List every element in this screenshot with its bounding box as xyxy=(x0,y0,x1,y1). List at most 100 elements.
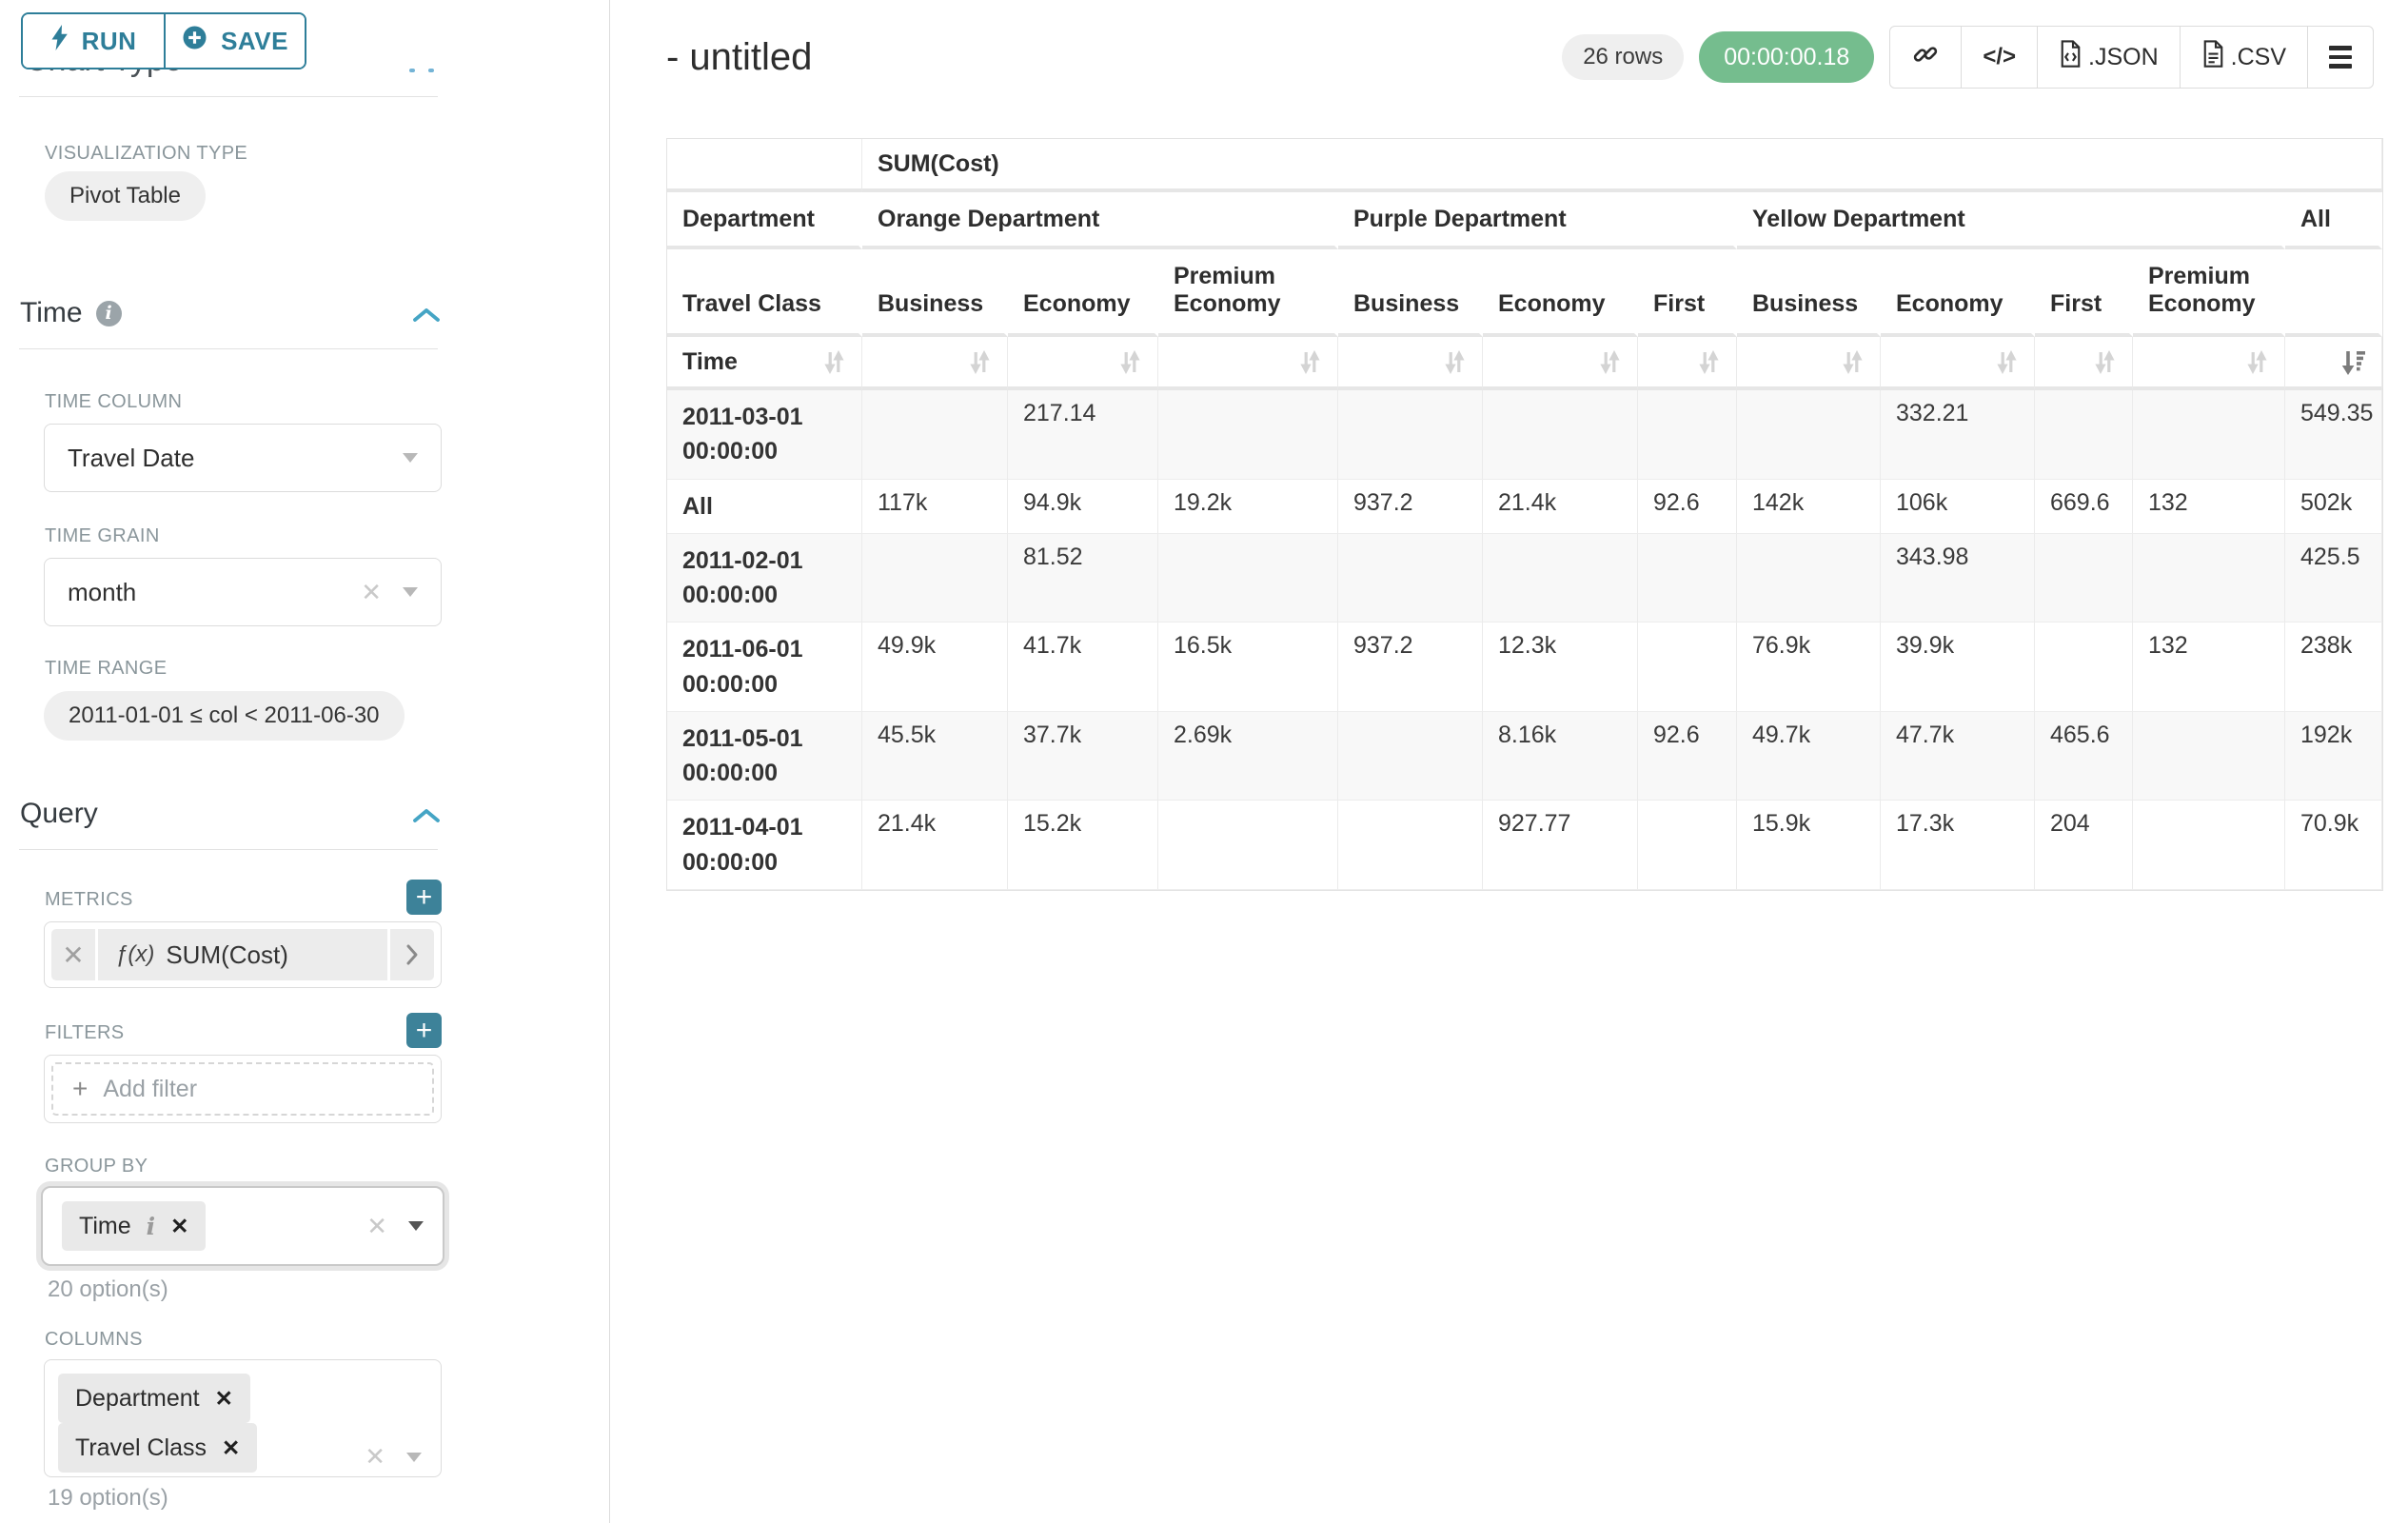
group-by-select[interactable]: Time i ✕ ✕ xyxy=(41,1186,444,1266)
value-cell xyxy=(2035,390,2133,480)
sort-icon[interactable] xyxy=(2245,348,2269,376)
value-cell xyxy=(1737,533,1881,623)
add-metric-button[interactable]: + xyxy=(406,880,442,915)
chevron-up-icon[interactable] xyxy=(411,307,442,324)
view-query-button[interactable]: </> xyxy=(1962,27,2039,88)
export-json-button[interactable]: .JSON xyxy=(2038,27,2181,88)
sort-header-cell xyxy=(2133,337,2285,390)
metric-expand-icon[interactable] xyxy=(390,929,434,980)
time-grain-select[interactable]: month ✕ xyxy=(44,558,442,626)
sort-desc-icon[interactable] xyxy=(2340,348,2366,376)
department-group-header: Purple Department xyxy=(1338,192,1737,249)
sort-header-cell xyxy=(2285,337,2383,390)
sort-icon[interactable] xyxy=(968,348,992,376)
chart-toolbar: </> .JSON .CSV xyxy=(1889,26,2374,89)
value-cell xyxy=(1638,533,1737,623)
clear-icon[interactable]: ✕ xyxy=(365,1442,385,1471)
travel-class-header: Business xyxy=(862,249,1008,337)
remove-chip-icon[interactable]: ✕ xyxy=(222,1434,241,1460)
columns-options-hint: 19 option(s) xyxy=(48,1485,168,1511)
json-file-icon xyxy=(2059,39,2082,75)
value-cell: 39.9k xyxy=(1881,623,2035,712)
value-cell: 937.2 xyxy=(1338,623,1483,712)
sort-icon[interactable] xyxy=(2093,348,2117,376)
divider xyxy=(19,348,438,349)
bolt-icon xyxy=(50,25,69,57)
value-cell xyxy=(2133,533,2285,623)
run-button[interactable]: RUN xyxy=(23,14,164,68)
sort-icon[interactable] xyxy=(1995,348,2019,376)
travel-class-header: First xyxy=(1638,249,1737,337)
table-row: 2011-05-01 00:00:00 45.5k 37.7k 2.69k 8.16k 92… xyxy=(667,711,2383,801)
chevron-up-icon[interactable] xyxy=(411,807,442,824)
row-key-cell: 2011-03-01 00:00:00 xyxy=(667,390,862,480)
time-column-label: TIME COLUMN xyxy=(45,391,183,412)
remove-chip-icon[interactable]: ✕ xyxy=(214,1385,233,1411)
query-section-header[interactable]: Query xyxy=(20,798,98,829)
sort-icon[interactable] xyxy=(1841,348,1865,376)
code-icon: </> xyxy=(1983,44,2017,69)
share-link-button[interactable] xyxy=(1890,27,1963,88)
sort-header-cell xyxy=(1158,337,1338,390)
sort-header-cell xyxy=(1737,337,1881,390)
time-range-pill[interactable]: 2011-01-01 ≤ col < 2011-06-30 xyxy=(44,691,405,741)
value-cell: 217.14 xyxy=(1008,390,1158,480)
column-dimension-header: Department xyxy=(667,192,862,249)
sort-icon[interactable] xyxy=(822,348,846,376)
add-filter-plus-button[interactable]: + xyxy=(406,1013,442,1048)
value-cell: 549.35 xyxy=(2285,390,2383,480)
export-csv-button[interactable]: .CSV xyxy=(2181,27,2308,88)
sort-icon[interactable] xyxy=(1443,348,1467,376)
metric-pill[interactable]: ƒ(x) SUM(Cost) xyxy=(98,929,387,980)
value-cell: 937.2 xyxy=(1338,479,1483,534)
columns-chip[interactable]: Department ✕ xyxy=(58,1374,250,1423)
menu-icon xyxy=(2329,46,2352,69)
remove-metric-icon[interactable]: ✕ xyxy=(51,929,95,980)
menu-button[interactable] xyxy=(2308,27,2373,88)
travel-class-header: First xyxy=(2035,249,2133,337)
sort-icon[interactable] xyxy=(1298,348,1322,376)
sort-header-cell xyxy=(1338,337,1483,390)
value-cell xyxy=(1737,390,1881,480)
value-cell: 204 xyxy=(2035,801,2133,890)
clear-icon[interactable]: ✕ xyxy=(366,1211,387,1240)
sort-icon[interactable] xyxy=(1697,348,1721,376)
value-cell xyxy=(2035,533,2133,623)
value-cell xyxy=(862,533,1008,623)
remove-chip-icon[interactable]: ✕ xyxy=(170,1213,189,1238)
column-subdimension-header: Travel Class xyxy=(667,249,862,337)
clear-icon[interactable]: ✕ xyxy=(361,577,382,606)
value-cell: 132 xyxy=(2133,623,2285,712)
value-cell: 12.3k xyxy=(1483,623,1638,712)
chevron-down-icon xyxy=(403,587,418,597)
time-section-header[interactable]: Time i xyxy=(20,297,122,329)
chart-title[interactable]: - untitled xyxy=(666,35,813,78)
plus-circle-icon xyxy=(182,25,207,57)
sort-icon[interactable] xyxy=(1118,348,1142,376)
save-button[interactable]: SAVE xyxy=(164,14,305,68)
value-cell: 332.21 xyxy=(1881,390,2035,480)
visualization-type-pill[interactable]: Pivot Table xyxy=(45,171,206,221)
value-cell: 117k xyxy=(862,479,1008,534)
query-timer-badge: 00:00:00.18 xyxy=(1699,31,1875,83)
value-cell xyxy=(1638,390,1737,480)
chevron-down-icon xyxy=(408,1221,424,1231)
add-filter-button[interactable]: + Add filter xyxy=(51,1062,434,1116)
columns-select[interactable]: Department ✕ Travel Class ✕ ✕ xyxy=(44,1359,442,1477)
value-cell: 47.7k xyxy=(1881,711,2035,801)
sort-icon[interactable] xyxy=(1598,348,1622,376)
value-cell: 16.5k xyxy=(1158,623,1338,712)
time-grain-label: TIME GRAIN xyxy=(45,525,160,546)
panel-divider[interactable] xyxy=(609,0,610,1523)
link-icon xyxy=(1911,40,1940,75)
columns-chip[interactable]: Travel Class ✕ xyxy=(58,1423,258,1473)
divider xyxy=(19,96,438,97)
value-cell xyxy=(1158,533,1338,623)
row-key-cell: 2011-05-01 00:00:00 xyxy=(667,711,862,801)
group-by-chip[interactable]: Time i ✕ xyxy=(62,1201,207,1251)
row-key-cell: 2011-02-01 00:00:00 xyxy=(667,533,862,623)
value-cell: 465.6 xyxy=(2035,711,2133,801)
value-cell: 2.69k xyxy=(1158,711,1338,801)
value-cell xyxy=(1338,711,1483,801)
time-column-select[interactable]: Travel Date xyxy=(44,424,442,492)
